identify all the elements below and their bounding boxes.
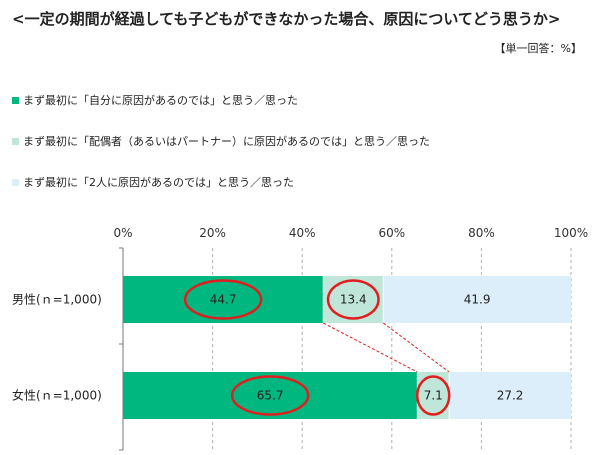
highlight-ellipse	[415, 375, 451, 416]
connector-line	[382, 322, 450, 373]
category-label: 男性(ｎ=1,000)	[12, 293, 102, 307]
data-label: 41.9	[464, 293, 491, 307]
data-label: 65.7	[257, 389, 284, 403]
bar-segment	[383, 276, 571, 323]
highlight-ellipse	[230, 375, 310, 416]
x-tick-label: 100%	[554, 226, 588, 240]
legend-label-both: まず最初に「2人に原因があるのでは」と思う／思った	[23, 176, 294, 189]
data-label: 27.2	[497, 389, 524, 403]
legend-swatch-self	[12, 97, 19, 104]
data-label: 13.4	[340, 293, 367, 307]
highlight-ellipse	[326, 279, 380, 320]
bar-segment	[123, 276, 324, 323]
connector-line	[323, 322, 418, 373]
x-tick-label: 60%	[378, 226, 405, 240]
data-label: 44.7	[210, 293, 237, 307]
bar-segment	[123, 372, 418, 419]
chart-title: <一定の期間が経過しても子どもができなかった場合、原因についてどう思うか>	[12, 10, 561, 28]
unit-note: 【単一回答：%】	[494, 42, 582, 55]
x-tick-label: 20%	[199, 226, 226, 240]
legend-label-partner: まず最初に「配偶者（あるいはパートナー）に原因があるのでは」と思う／思った	[23, 135, 430, 148]
x-tick-label: 0%	[113, 226, 132, 240]
x-tick-label: 40%	[289, 226, 316, 240]
category-label: 女性(ｎ=1,000)	[12, 388, 102, 403]
legend-swatch-partner	[12, 138, 19, 145]
data-label: 7.1	[424, 389, 443, 403]
highlight-ellipse	[183, 279, 263, 320]
bar-segment	[323, 276, 384, 323]
legend-label-self: まず最初に「自分に原因があるのでは」と思う／思った	[23, 94, 298, 107]
x-tick-label: 80%	[468, 226, 495, 240]
legend-swatch-both	[12, 179, 19, 186]
bar-segment	[449, 372, 571, 419]
